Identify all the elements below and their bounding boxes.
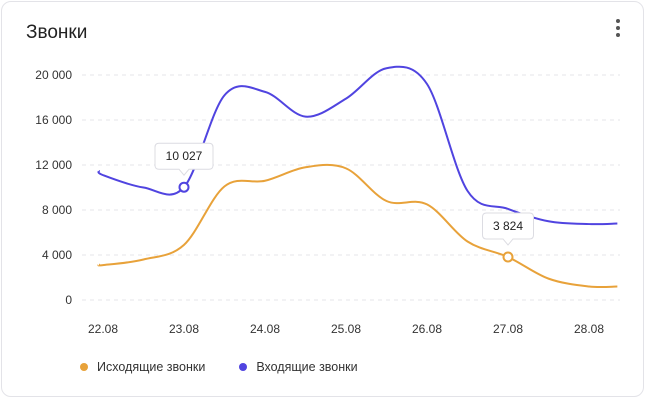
chart-legend: Исходящие звонки Входящие звонки [80, 360, 358, 374]
x-tick-label: 25.08 [331, 322, 361, 336]
card-title: Звонки [26, 22, 88, 43]
data-point-marker [178, 181, 190, 193]
x-tick-label: 27.08 [493, 322, 523, 336]
x-tick-label: 23.08 [169, 322, 199, 336]
y-tick-label: 0 [65, 293, 72, 307]
y-tick-label: 4 000 [42, 248, 72, 262]
y-tick-label: 20 000 [35, 68, 72, 82]
x-tick-label: 22.08 [88, 322, 118, 336]
x-tick-label: 24.08 [250, 322, 280, 336]
legend-item-incoming[interactable]: Входящие звонки [239, 360, 358, 374]
y-tick-label: 12 000 [35, 158, 72, 172]
y-tick-label: 8 000 [42, 203, 72, 217]
tooltip-bubble [482, 212, 534, 246]
legend-incoming-swatch [239, 363, 248, 371]
outgoing-calls-line [97, 163, 618, 289]
legend-outgoing-label: Исходящие звонки [97, 360, 206, 374]
legend-outgoing-swatch [80, 363, 88, 371]
tooltip-bubble [154, 142, 214, 176]
tooltip-value: 3 824 [493, 219, 523, 233]
data-point-marker [502, 251, 514, 263]
more-options-icon[interactable] [613, 19, 623, 41]
y-tick-label: 16 000 [35, 113, 72, 127]
x-tick-label: 28.08 [574, 322, 604, 336]
legend-item-outgoing[interactable]: Исходящие звонки [80, 360, 205, 374]
tooltip-value: 10 027 [166, 149, 203, 163]
legend-incoming-label: Входящие звонки [256, 360, 358, 374]
x-tick-label: 26.08 [412, 322, 442, 336]
